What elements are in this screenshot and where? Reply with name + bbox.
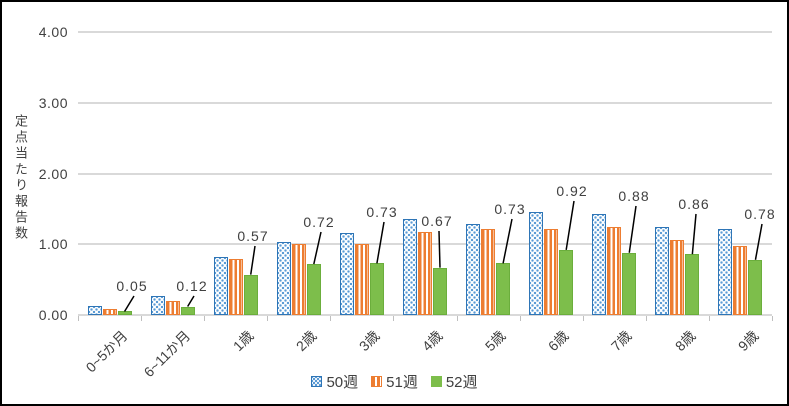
bar-52週-3歳 [369,263,384,315]
x-axis-tick [204,316,206,321]
legend-swatch-solid [430,376,442,387]
bar-51週-5歳 [481,229,496,315]
x-category-label: 8歳 [671,327,699,355]
leader-line [502,218,513,264]
x-category-label: 3歳 [355,327,383,355]
x-axis-tick [393,316,395,321]
bar-51週-6~11か月 [165,300,180,315]
x-axis-tick [708,316,710,321]
bar-51週-2歳 [291,243,306,315]
x-category-label: 0~5か月 [82,327,131,376]
x-category-label: 2歳 [292,327,320,355]
data-label: 0.88 [618,188,650,204]
leader-line [754,223,763,260]
data-label: 0.73 [494,201,526,217]
leader-line [186,295,195,307]
bar-50週-6歳 [529,211,544,315]
bar-50週-8歳 [655,226,670,315]
leader-line [438,230,441,268]
bar-50週-6~11か月 [150,295,165,315]
x-axis-tick [582,316,584,321]
bar-50週-9歳 [718,228,733,315]
leader-line [249,245,256,275]
data-label: 0.92 [556,183,588,199]
gridline [78,101,772,104]
data-label: 0.57 [237,228,269,244]
gridline [78,31,772,33]
x-axis-tick [78,316,79,321]
bar-52週-6歳 [559,249,574,315]
bar-52週-6~11か月 [180,306,195,315]
bar-52週-5歳 [496,263,511,315]
bar-52週-0~5か月 [117,311,132,315]
bar-52週-2歳 [306,264,321,315]
legend-swatch-dotted [311,376,323,387]
bar-52週-4歳 [433,267,447,315]
x-category-label: 5歳 [482,327,509,355]
bar-50週-7歳 [592,213,607,315]
bar-50週-0~5か月 [87,305,102,315]
x-axis-line [78,314,772,316]
bar-51週-9歳 [733,246,748,315]
leader-line [628,205,637,253]
x-axis-tick [267,316,269,321]
bar-50週-4歳 [403,219,417,315]
data-label: 0.67 [421,213,453,229]
data-label: 0.05 [116,278,148,294]
leader-line [123,295,135,312]
data-label: 0.72 [303,214,335,230]
legend: 50週 51週 52週 [2,371,787,392]
x-axis-tick [772,316,773,321]
legend-item-51週: 51週 [371,371,418,392]
legend-swatch-vertical-stripes [371,376,383,387]
y-tick-label: 4.00 [38,24,68,40]
leader-line [313,231,322,265]
bar-50週-5歳 [466,224,481,315]
bar-52週-1歳 [243,274,258,315]
legend-label: 51週 [386,374,418,391]
legend-item-52週: 52週 [430,371,478,392]
y-tick-label: 0.00 [38,307,68,323]
x-category-label: 4歳 [419,327,446,355]
bar-52週-8歳 [685,254,700,315]
x-axis-tick [645,316,647,321]
y-tick-label: 1.00 [38,236,68,253]
legend-label: 52週 [445,374,478,391]
x-category-label: 7歳 [608,327,636,355]
x-axis-tick [330,316,332,321]
legend-item-50週: 50週 [311,371,358,392]
y-tick-label: 3.00 [38,94,68,111]
x-axis-tick [519,316,521,321]
bar-51週-3歳 [354,244,369,315]
y-axis-title: 定点当たり報告数 [13,114,28,242]
data-label: 0.86 [678,196,710,212]
bar-51週-4歳 [418,232,432,315]
bar-51週-7歳 [607,226,622,315]
data-label: 0.78 [744,206,776,222]
bar-51週-0~5か月 [102,308,117,315]
data-label: 0.12 [176,278,208,294]
bar-51週-1歳 [228,259,243,315]
y-tick-label: 2.00 [38,165,68,182]
x-category-label: 6歳 [545,327,572,355]
bar-52週-9歳 [748,259,763,315]
legend-label: 50週 [326,374,359,391]
bar-52週-7歳 [622,252,637,315]
gridline [78,172,772,175]
leader-line [691,213,697,255]
x-category-label: 9歳 [734,327,762,355]
x-category-label: 1歳 [229,327,257,355]
data-label: 0.73 [366,204,398,220]
x-axis-tick [141,316,143,321]
bar-51週-8歳 [670,240,685,315]
x-axis-tick [456,316,458,321]
bar-51週-6歳 [544,228,559,315]
bar-50週-1歳 [213,256,228,315]
bar-50週-2歳 [276,242,291,315]
bar-50週-3歳 [339,232,354,315]
